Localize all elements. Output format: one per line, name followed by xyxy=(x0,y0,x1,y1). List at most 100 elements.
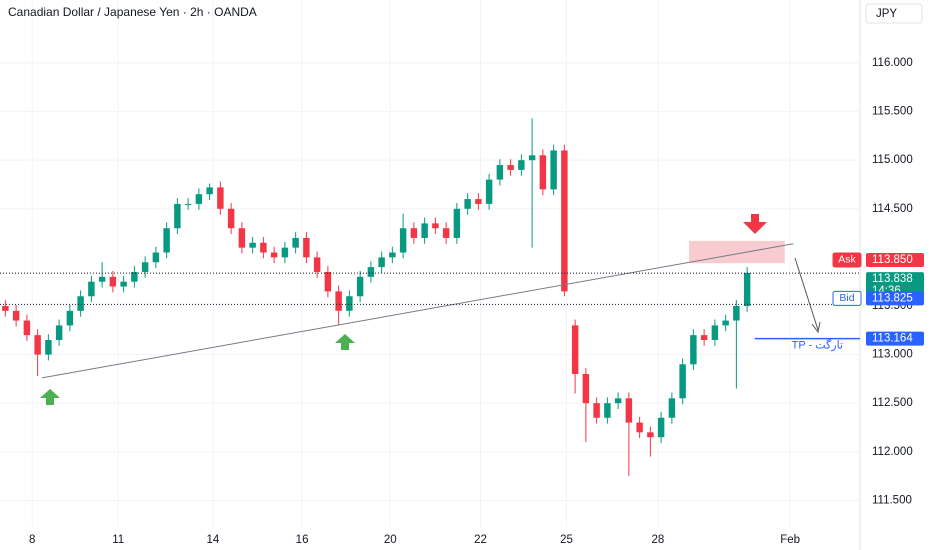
candle-body xyxy=(496,165,504,180)
candle-body xyxy=(45,339,52,355)
candle-body xyxy=(571,325,579,375)
candle-body xyxy=(550,150,557,190)
candle-body xyxy=(679,364,686,399)
candle-body xyxy=(432,223,439,229)
target-label: TP - تارگت xyxy=(792,339,843,352)
projection-arrow-head xyxy=(811,321,821,334)
candle-body xyxy=(206,187,213,195)
candle-body xyxy=(528,155,536,161)
candle-body xyxy=(507,165,514,170)
candle-body xyxy=(303,237,310,258)
candle-body xyxy=(743,272,751,306)
price-tag-box xyxy=(832,252,862,268)
candle-body xyxy=(399,228,407,253)
candle-body xyxy=(410,228,418,238)
y-tick-label: 113.000 xyxy=(872,349,913,361)
candle-body xyxy=(174,203,181,229)
candle-body xyxy=(539,155,547,190)
candle-body xyxy=(23,320,31,336)
candle-body xyxy=(12,310,20,321)
grid xyxy=(0,0,860,527)
candle-body xyxy=(98,276,106,282)
candle-body xyxy=(34,335,41,355)
buy-arrow xyxy=(335,334,355,350)
buy-arrow xyxy=(40,389,60,405)
candle-body xyxy=(614,398,622,404)
candle-body xyxy=(464,199,471,209)
x-tick-label: 22 xyxy=(474,534,487,546)
x-tick-label: 8 xyxy=(29,534,35,546)
candle-body xyxy=(249,242,256,248)
candle-body xyxy=(700,335,708,340)
candle-body xyxy=(131,271,138,282)
candle-body xyxy=(217,187,224,209)
x-tick-label: 14 xyxy=(206,534,219,546)
price-tag-box xyxy=(832,290,862,306)
plot xyxy=(0,118,860,477)
y-tick-label: 115.500 xyxy=(872,106,913,118)
candle-body xyxy=(324,271,332,292)
sell-arrow xyxy=(743,214,767,234)
price-tag: Bid xyxy=(839,292,854,304)
candle-body xyxy=(647,432,654,438)
y-tick-label: 111.500 xyxy=(872,494,912,506)
candle-body xyxy=(636,422,643,433)
x-tick-label: 25 xyxy=(560,534,573,546)
candle-body xyxy=(335,291,342,311)
price-tag: Ask xyxy=(838,254,856,266)
candle-body xyxy=(356,276,364,297)
candle-body xyxy=(625,398,633,423)
price-label: 113.825 xyxy=(872,292,913,304)
candle-body xyxy=(421,223,428,238)
candle-body xyxy=(55,325,63,340)
candle-body xyxy=(442,228,450,238)
price-label-box xyxy=(866,291,924,306)
candle-body xyxy=(593,403,600,418)
candle-body xyxy=(389,252,396,258)
projection-arrow xyxy=(794,257,819,331)
candle-body xyxy=(281,247,289,258)
y-tick-label: 115.000 xyxy=(872,154,913,166)
currency[interactable]: JPY xyxy=(876,8,897,20)
candle-body xyxy=(722,320,729,326)
candle-body xyxy=(195,194,203,204)
candle-body xyxy=(453,208,461,238)
x-tick-label: 20 xyxy=(384,534,397,546)
y-tick-label: 114.500 xyxy=(872,203,913,215)
candle-body xyxy=(346,296,353,311)
price-label: 113.164 xyxy=(872,333,913,345)
candle-body xyxy=(109,276,117,287)
y-tick-label: 112.500 xyxy=(872,397,913,409)
candle-body xyxy=(292,237,299,248)
candle-body xyxy=(657,417,665,438)
candle-body xyxy=(152,252,160,263)
candle-body xyxy=(260,242,267,253)
price-label-box xyxy=(866,252,924,267)
candle-body xyxy=(582,374,590,404)
chart-title: Canadian Dollar / Japanese Yen · 2h · OA… xyxy=(8,5,257,19)
x-tick-label: 11 xyxy=(112,534,124,546)
candle-body xyxy=(163,228,170,253)
candle-body xyxy=(2,305,9,311)
candle-body xyxy=(733,305,740,321)
candle-body xyxy=(270,252,278,258)
trendline xyxy=(41,243,794,379)
candle-body xyxy=(141,262,149,272)
candle-body xyxy=(690,335,697,365)
candle-body xyxy=(227,208,235,229)
candle-body xyxy=(367,267,375,277)
price-label: 113.850 xyxy=(872,254,913,266)
x-tick-label: 16 xyxy=(296,534,309,546)
candle-body xyxy=(485,179,493,204)
candle-body xyxy=(184,203,192,205)
y-tick-label: 112.000 xyxy=(872,446,913,458)
x-tick-label: 28 xyxy=(652,534,665,546)
candle-body xyxy=(711,325,719,340)
candle-body xyxy=(77,296,84,311)
price-label: 113.838 xyxy=(872,273,913,285)
currency-box[interactable] xyxy=(865,3,923,24)
candle-body xyxy=(313,257,321,272)
candle-body xyxy=(66,310,74,326)
